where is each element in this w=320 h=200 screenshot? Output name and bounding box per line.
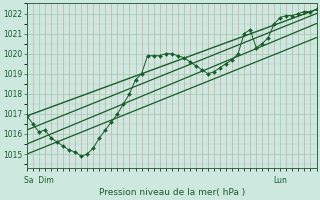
X-axis label: Pression niveau de la mer( hPa ): Pression niveau de la mer( hPa ): [99, 188, 245, 197]
